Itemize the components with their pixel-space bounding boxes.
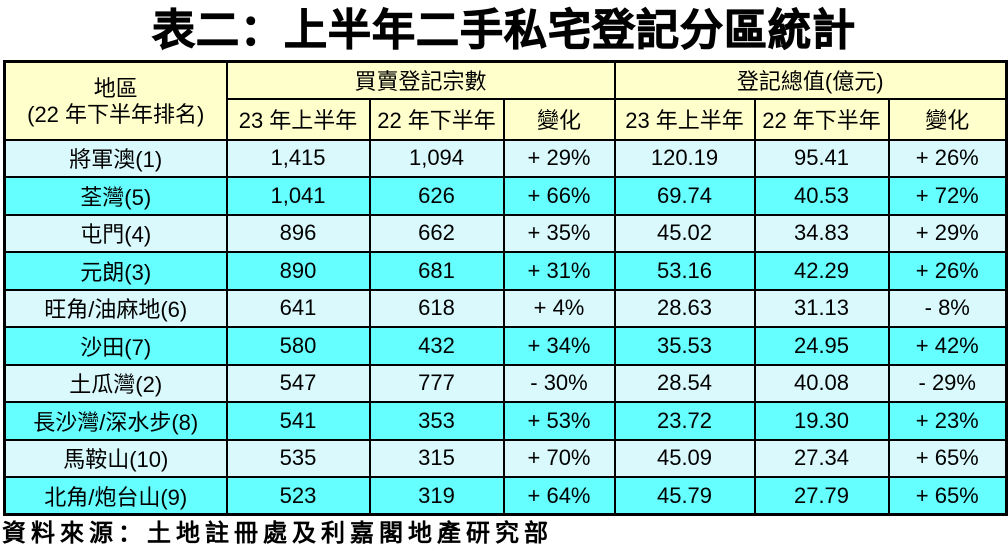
header-count-22h2: 22 年下半年: [368, 97, 505, 141]
cell-value-22h2: 31.13: [753, 288, 890, 328]
table-row: 旺角/油麻地(6) 641 618 + 4% 28.63 31.13 - 8%: [3, 288, 1008, 328]
table-body: 將軍澳(1) 1,415 1,094 + 29% 120.19 95.41 + …: [3, 138, 1008, 516]
table-row: 沙田(7) 580 432 + 34% 35.53 24.95 + 42%: [3, 326, 1008, 366]
cell-value-23h1: 69.74: [613, 176, 756, 216]
table-row: 馬鞍山(10) 535 315 + 70% 45.09 27.34 + 65%: [3, 438, 1008, 478]
cell-count-23h1: 641: [225, 288, 371, 328]
cell-value-22h2: 19.30: [753, 401, 890, 441]
table-row: 將軍澳(1) 1,415 1,094 + 29% 120.19 95.41 + …: [3, 138, 1008, 178]
header-district-line2: (22 年下半年排名): [27, 101, 205, 127]
cell-district: 荃灣(5): [3, 176, 228, 216]
cell-count-change: - 30%: [502, 363, 616, 403]
cell-count-22h2: 1,094: [368, 138, 505, 178]
cell-count-change: + 4%: [502, 288, 616, 328]
header-value-23h1: 23 年上半年: [613, 97, 756, 141]
header-value-change: 變化: [887, 97, 1008, 141]
header-district-line1: 地區: [93, 75, 138, 101]
table-header: 地區 (22 年下半年排名) 買賣登記宗數 登記總值(億元) 23 年上半年 2…: [3, 60, 1008, 141]
cell-value-22h2: 95.41: [753, 138, 890, 178]
header-group-transactions: 買賣登記宗數: [225, 60, 616, 100]
cell-value-23h1: 35.53: [613, 326, 756, 366]
cell-count-22h2: 353: [368, 401, 505, 441]
cell-count-change: + 31%: [502, 251, 616, 291]
table-row: 元朗(3) 890 681 + 31% 53.16 42.29 + 26%: [3, 251, 1008, 291]
cell-count-22h2: 681: [368, 251, 505, 291]
cell-value-change: - 29%: [887, 363, 1008, 403]
cell-district: 將軍澳(1): [3, 138, 228, 178]
cell-value-22h2: 27.79: [753, 476, 890, 516]
cell-district: 元朗(3): [3, 251, 228, 291]
cell-district: 長沙灣/深水步(8): [3, 401, 228, 441]
cell-value-change: + 65%: [887, 476, 1008, 516]
header-count-23h1: 23 年上半年: [225, 97, 371, 141]
cell-value-change: + 65%: [887, 438, 1008, 478]
statistics-table: 地區 (22 年下半年排名) 買賣登記宗數 登記總值(億元) 23 年上半年 2…: [3, 60, 1008, 516]
header-group-row: 地區 (22 年下半年排名) 買賣登記宗數 登記總值(億元): [3, 60, 1008, 141]
cell-count-22h2: 662: [368, 213, 505, 253]
cell-district: 旺角/油麻地(6): [3, 288, 228, 328]
cell-count-22h2: 315: [368, 438, 505, 478]
cell-value-23h1: 28.54: [613, 363, 756, 403]
cell-count-23h1: 547: [225, 363, 371, 403]
cell-count-23h1: 580: [225, 326, 371, 366]
cell-count-23h1: 523: [225, 476, 371, 516]
table-row: 土瓜灣(2) 547 777 - 30% 28.54 40.08 - 29%: [3, 363, 1008, 403]
cell-count-23h1: 535: [225, 438, 371, 478]
cell-count-change: + 34%: [502, 326, 616, 366]
cell-district: 屯門(4): [3, 213, 228, 253]
cell-value-22h2: 27.34: [753, 438, 890, 478]
cell-count-23h1: 896: [225, 213, 371, 253]
cell-count-23h1: 1,415: [225, 138, 371, 178]
cell-count-22h2: 777: [368, 363, 505, 403]
header-value-22h2: 22 年下半年: [753, 97, 890, 141]
cell-value-23h1: 28.63: [613, 288, 756, 328]
page-title: 表二：上半年二手私宅登記分區統計: [152, 7, 856, 56]
cell-count-22h2: 626: [368, 176, 505, 216]
cell-value-22h2: 42.29: [753, 251, 890, 291]
cell-count-23h1: 890: [225, 251, 371, 291]
cell-count-change: + 29%: [502, 138, 616, 178]
cell-value-23h1: 23.72: [613, 401, 756, 441]
cell-district: 土瓜灣(2): [3, 363, 228, 403]
cell-district: 北角/炮台山(9): [3, 476, 228, 516]
cell-value-22h2: 34.83: [753, 213, 890, 253]
cell-value-23h1: 53.16: [613, 251, 756, 291]
cell-count-change: + 64%: [502, 476, 616, 516]
cell-value-change: + 29%: [887, 213, 1008, 253]
cell-value-change: + 72%: [887, 176, 1008, 216]
cell-count-change: + 53%: [502, 401, 616, 441]
cell-value-change: + 23%: [887, 401, 1008, 441]
cell-value-change: + 26%: [887, 251, 1008, 291]
cell-count-22h2: 319: [368, 476, 505, 516]
cell-value-23h1: 45.79: [613, 476, 756, 516]
cell-value-22h2: 40.53: [753, 176, 890, 216]
cell-count-22h2: 618: [368, 288, 505, 328]
header-district: 地區 (22 年下半年排名): [3, 60, 228, 141]
cell-value-change: + 42%: [887, 326, 1008, 366]
cell-value-change: - 8%: [887, 288, 1008, 328]
cell-value-23h1: 120.19: [613, 138, 756, 178]
cell-value-change: + 26%: [887, 138, 1008, 178]
cell-count-23h1: 1,041: [225, 176, 371, 216]
table-row: 北角/炮台山(9) 523 319 + 64% 45.79 27.79 + 65…: [3, 476, 1008, 516]
cell-value-22h2: 24.95: [753, 326, 890, 366]
cell-district: 馬鞍山(10): [3, 438, 228, 478]
cell-value-23h1: 45.02: [613, 213, 756, 253]
cell-value-22h2: 40.08: [753, 363, 890, 403]
table-row: 長沙灣/深水步(8) 541 353 + 53% 23.72 19.30 + 2…: [3, 401, 1008, 441]
header-sub-row: 23 年上半年 22 年下半年 變化 23 年上半年 22 年下半年 變化: [5, 97, 1008, 141]
cell-value-23h1: 45.09: [613, 438, 756, 478]
header-count-change: 變化: [502, 97, 616, 141]
cell-count-change: + 70%: [502, 438, 616, 478]
table-row: 荃灣(5) 1,041 626 + 66% 69.74 40.53 + 72%: [3, 176, 1008, 216]
data-source-note: 資料來源：土地註冊處及利嘉閣地產研究部: [2, 520, 553, 547]
cell-district: 沙田(7): [3, 326, 228, 366]
cell-count-change: + 35%: [502, 213, 616, 253]
cell-count-22h2: 432: [368, 326, 505, 366]
cell-count-change: + 66%: [502, 176, 616, 216]
table-row: 屯門(4) 896 662 + 35% 45.02 34.83 + 29%: [3, 213, 1008, 253]
cell-count-23h1: 541: [225, 401, 371, 441]
header-group-total-value: 登記總值(億元): [613, 60, 1008, 100]
